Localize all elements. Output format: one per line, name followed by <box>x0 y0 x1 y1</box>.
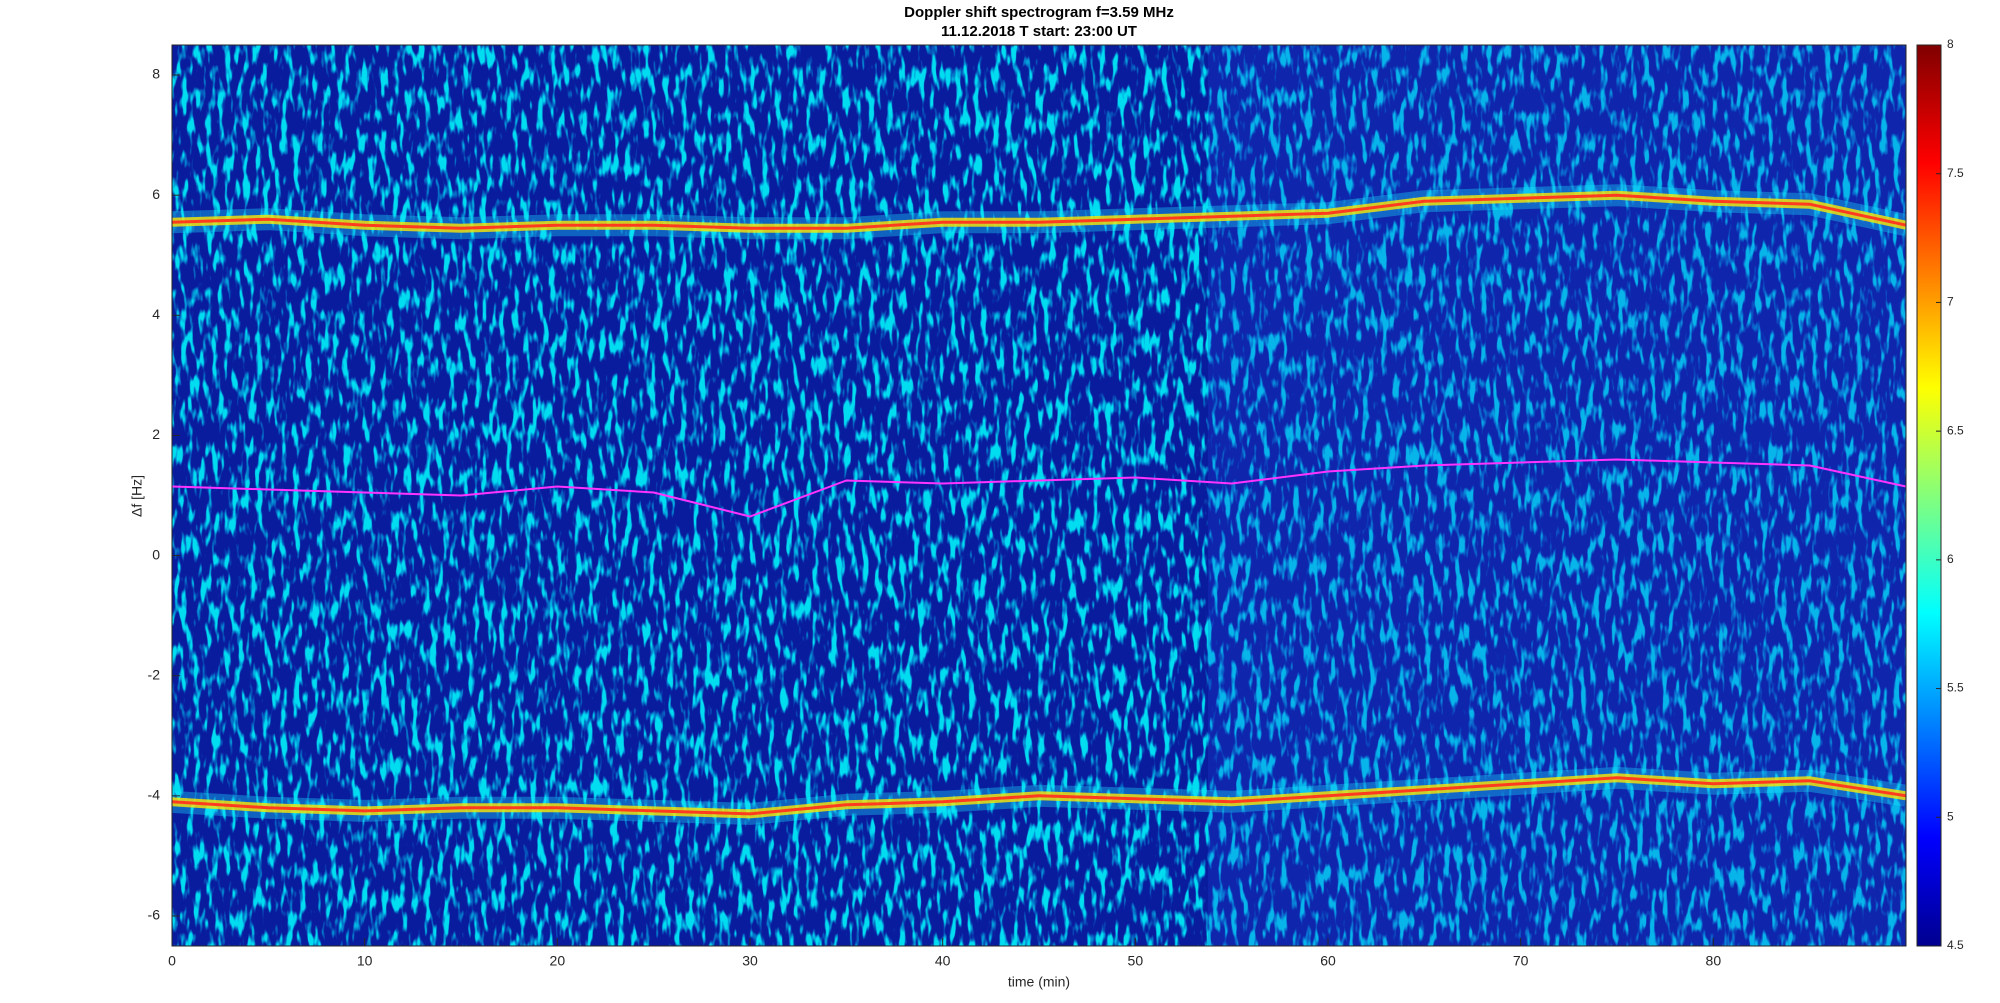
colorbar-tick-label: 7.5 <box>1947 166 1964 180</box>
colorbar-tick-label: 6.5 <box>1947 423 1964 437</box>
trace <box>172 458 1906 518</box>
x-tick-label: 50 <box>1128 953 1144 969</box>
chart-subtitle: 11.12.2018 T start: 23:00 UT <box>941 23 1137 40</box>
y-tick-label: 0 <box>152 546 160 562</box>
x-tick-label: 30 <box>742 953 758 969</box>
x-tick-label: 40 <box>935 953 951 969</box>
colorbar <box>1916 44 1942 947</box>
y-tick-label: 8 <box>152 66 160 82</box>
y-tick-label: 4 <box>152 306 160 322</box>
y-tick-label: -4 <box>148 787 161 803</box>
y-tick-label: 6 <box>152 186 160 202</box>
colorbar-tick-label: 6 <box>1947 552 1954 566</box>
x-tick-label: 20 <box>550 953 566 969</box>
x-axis-label: time (min) <box>1008 974 1070 990</box>
trace <box>172 776 1906 816</box>
plot-frame <box>171 44 1907 947</box>
colorbar-tick-label: 5 <box>1947 809 1954 823</box>
x-tick-label: 0 <box>168 953 176 969</box>
x-tick-label: 10 <box>357 953 373 969</box>
x-tick-label: 60 <box>1320 953 1336 969</box>
traces <box>172 184 1906 825</box>
trace <box>172 193 1906 230</box>
colorbar-tick-label: 5.5 <box>1947 681 1964 695</box>
chart-title: Doppler shift spectrogram f=3.59 MHz <box>904 4 1174 21</box>
x-tick-label: 70 <box>1513 953 1529 969</box>
colorbar-tick-label: 4.5 <box>1947 938 1964 952</box>
y-tick-label: 2 <box>152 426 160 442</box>
colorbar-tick-label: 8 <box>1947 37 1954 51</box>
x-tick-label: 80 <box>1706 953 1722 969</box>
y-axis-label: Δf [Hz] <box>129 475 145 517</box>
noise-texture <box>1208 45 1906 946</box>
y-tick-label: -6 <box>148 907 161 923</box>
y-tick-label: -2 <box>148 666 161 682</box>
colorbar-tick-label: 7 <box>1947 295 1954 309</box>
